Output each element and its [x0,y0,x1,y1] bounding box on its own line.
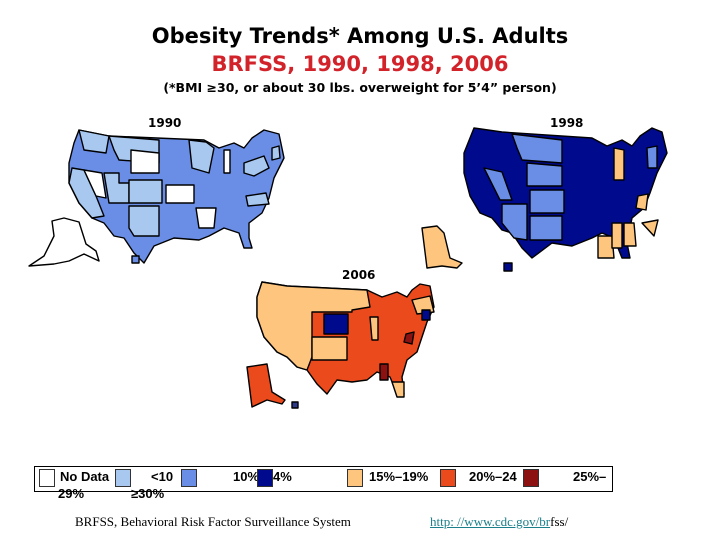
state-nv [483,167,513,201]
source-link-rest: fss/ [550,514,569,529]
legend-swatch-25-29 [523,469,539,487]
legend-label-15-19: 15%–19% [369,469,429,484]
legend-label-25: 25%– [573,469,607,484]
state-ct [421,309,431,321]
legend-label-30: ≥30% [131,486,165,501]
state-mn [188,139,215,174]
state-wy [130,149,160,174]
legend: No Data <10 10% 4% 15%–19% 20%–24 25%– [34,466,613,492]
us-map-1998 [421,127,668,272]
state-wv [635,193,649,211]
map-1998-mainland [463,127,668,259]
state-co [128,179,163,204]
state-hi [503,262,513,272]
state-wy [526,162,563,187]
map-1990-label: 1990 [148,116,182,130]
state-ms [379,363,389,381]
state-ny [243,155,270,177]
us-map-1990 [28,129,285,267]
state-ar [195,207,217,229]
legend-label-20-24: 20%–24 [469,469,517,484]
state-az [501,203,528,241]
legend-swatch-15-19 [347,469,363,487]
legend-swatch-10-14 [181,469,197,487]
state-wv [403,331,415,345]
legend-swatch-nodata [39,469,55,487]
state-co [323,313,349,335]
page-title: Obesity Trends* Among U.S. Adults [151,24,569,48]
state-mt [511,133,563,164]
legend-label-10-14b: 4% [273,469,292,484]
state-ak [421,225,463,269]
legend-swatch-20-24 [440,469,456,487]
legend-label-29: 29% [58,486,85,501]
source-link[interactable]: http: //www.cdc.gov/br [430,514,551,529]
state-nv [83,169,107,199]
us-map-2006 [246,281,435,409]
state-va [245,192,270,207]
state-al [623,222,637,247]
legend-swatch-lt10 [115,469,131,487]
state-co [529,189,565,214]
legend-swatch-15-19-blue [257,469,273,487]
state-fl [391,381,405,398]
state-ak [246,363,286,408]
state-il [369,316,379,341]
page-subtitle: BRFSS, 1990, 1998, 2006 [211,52,509,76]
bmi-note: (*BMI ≥30, or about 30 lbs. overweight f… [163,80,557,95]
map-2006-label: 2006 [342,268,376,282]
legend-label-nodata: No Data [60,469,110,484]
state-vt [646,145,658,169]
state-nm [128,205,160,237]
state-sc [641,219,659,237]
state-nh [271,145,281,161]
state-la [597,235,615,259]
legend-label-lt10: <10 [151,469,174,484]
state-nm [529,215,563,241]
state-mi-gap [223,149,231,174]
source-text: BRFSS, Behavioral Risk Factor Surveillan… [75,514,351,529]
state-ak [28,217,100,267]
state-nm [311,336,348,361]
state-hi [291,401,299,409]
map-1998-label: 1998 [550,116,584,130]
state-mi [613,147,625,181]
source-link-wrap: http: //www.cdc.gov/brfss/ [430,514,568,530]
state-ks [165,184,195,204]
state-wa [78,129,110,154]
state-hi [131,255,140,264]
state-ms [611,222,623,249]
legend-label-10-14: 10% [233,469,260,484]
